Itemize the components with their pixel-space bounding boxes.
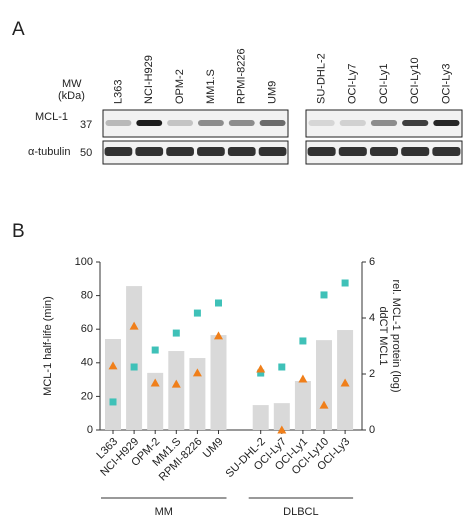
bar bbox=[252, 405, 269, 430]
bar bbox=[273, 403, 290, 430]
triangle-marker bbox=[171, 379, 181, 388]
band bbox=[166, 147, 194, 156]
band bbox=[259, 120, 286, 126]
lane-label: OCI-Ly7 bbox=[347, 63, 359, 104]
y2-tick-label: 4 bbox=[369, 312, 375, 324]
band bbox=[308, 120, 335, 126]
band bbox=[104, 147, 133, 156]
lane-label: OCI-Ly10 bbox=[409, 57, 421, 104]
band bbox=[135, 147, 164, 156]
lane-label: SU-DHL-2 bbox=[316, 53, 328, 104]
lane-label: RPMI-8226 bbox=[236, 48, 248, 104]
lane-label: L363 bbox=[112, 80, 124, 104]
square-marker bbox=[193, 309, 201, 317]
band bbox=[432, 147, 461, 156]
panel-label: B bbox=[12, 221, 25, 242]
band bbox=[370, 120, 398, 126]
band bbox=[401, 147, 430, 156]
bar bbox=[210, 335, 227, 430]
band bbox=[105, 120, 132, 126]
mw-value: 37 bbox=[80, 119, 92, 131]
band bbox=[167, 120, 194, 126]
band bbox=[197, 147, 225, 156]
bar bbox=[168, 351, 185, 430]
square-marker bbox=[172, 329, 180, 337]
y2-axis-label: rel. MCL-1 protein (log) bbox=[390, 279, 402, 392]
lane-label: UM9 bbox=[266, 81, 278, 104]
triangle-marker bbox=[150, 378, 160, 387]
triangle-marker bbox=[214, 331, 223, 340]
square-marker bbox=[320, 291, 328, 299]
bar bbox=[147, 372, 164, 430]
blot-frames bbox=[102, 109, 463, 165]
triangle-marker bbox=[129, 321, 139, 330]
band bbox=[136, 120, 163, 126]
y-tick-label: 60 bbox=[81, 323, 93, 335]
y-tick-label: 80 bbox=[81, 290, 93, 302]
band bbox=[433, 120, 460, 126]
bar bbox=[294, 381, 311, 430]
lane-label: OPM-2 bbox=[174, 69, 186, 104]
y2-tick-label: 0 bbox=[369, 424, 375, 436]
triangle-marker bbox=[340, 378, 350, 387]
band bbox=[197, 120, 224, 126]
square-marker bbox=[257, 369, 265, 377]
panel-label: A bbox=[12, 19, 25, 40]
square-marker bbox=[278, 363, 286, 371]
lane-label: OCI-Ly1 bbox=[378, 63, 390, 104]
square-marker bbox=[109, 398, 117, 406]
mw-value: 50 bbox=[80, 147, 92, 159]
y-tick-label: 100 bbox=[75, 256, 93, 268]
band bbox=[402, 120, 429, 126]
bar bbox=[126, 286, 143, 430]
triangle-marker bbox=[319, 400, 329, 409]
lane-label: MM1.S bbox=[205, 69, 217, 104]
row-label: MCL-1 bbox=[35, 111, 68, 123]
triangle-marker bbox=[298, 374, 308, 383]
band bbox=[338, 147, 367, 156]
square-marker bbox=[299, 337, 307, 345]
band bbox=[228, 120, 255, 126]
triangle-marker bbox=[108, 361, 118, 370]
band bbox=[258, 147, 287, 156]
band bbox=[369, 147, 399, 156]
square-marker bbox=[151, 346, 159, 354]
square-marker bbox=[341, 279, 349, 287]
row-label: α-tubulin bbox=[28, 146, 70, 158]
group-label: MM bbox=[155, 506, 173, 518]
band bbox=[307, 147, 336, 156]
y2-axis-label: ddCT MCL1 bbox=[377, 306, 389, 365]
group-label: DLBCL bbox=[283, 506, 318, 518]
y-tick-label: 0 bbox=[87, 424, 93, 436]
y-tick-label: 20 bbox=[81, 390, 93, 402]
triangle-marker bbox=[277, 425, 287, 434]
y2-tick-label: 2 bbox=[369, 368, 375, 380]
bar bbox=[316, 340, 332, 430]
y-tick-label: 40 bbox=[81, 357, 93, 369]
bar bbox=[105, 339, 121, 430]
x-tick-label: UM9 bbox=[201, 436, 226, 461]
y-axis-label: MCL-1 half-life (min) bbox=[42, 296, 54, 396]
triangle-marker bbox=[256, 364, 266, 373]
square-marker bbox=[215, 299, 222, 307]
band bbox=[227, 147, 256, 156]
triangle-marker bbox=[192, 368, 202, 377]
lane-label: OCI-Ly3 bbox=[440, 63, 452, 104]
band bbox=[339, 120, 366, 126]
square-marker bbox=[130, 363, 138, 371]
mw-label: (kDa) bbox=[58, 90, 85, 102]
lane-label: NCI-H929 bbox=[143, 55, 155, 104]
y2-tick-label: 6 bbox=[369, 256, 375, 268]
mw-label: MW bbox=[62, 78, 82, 90]
